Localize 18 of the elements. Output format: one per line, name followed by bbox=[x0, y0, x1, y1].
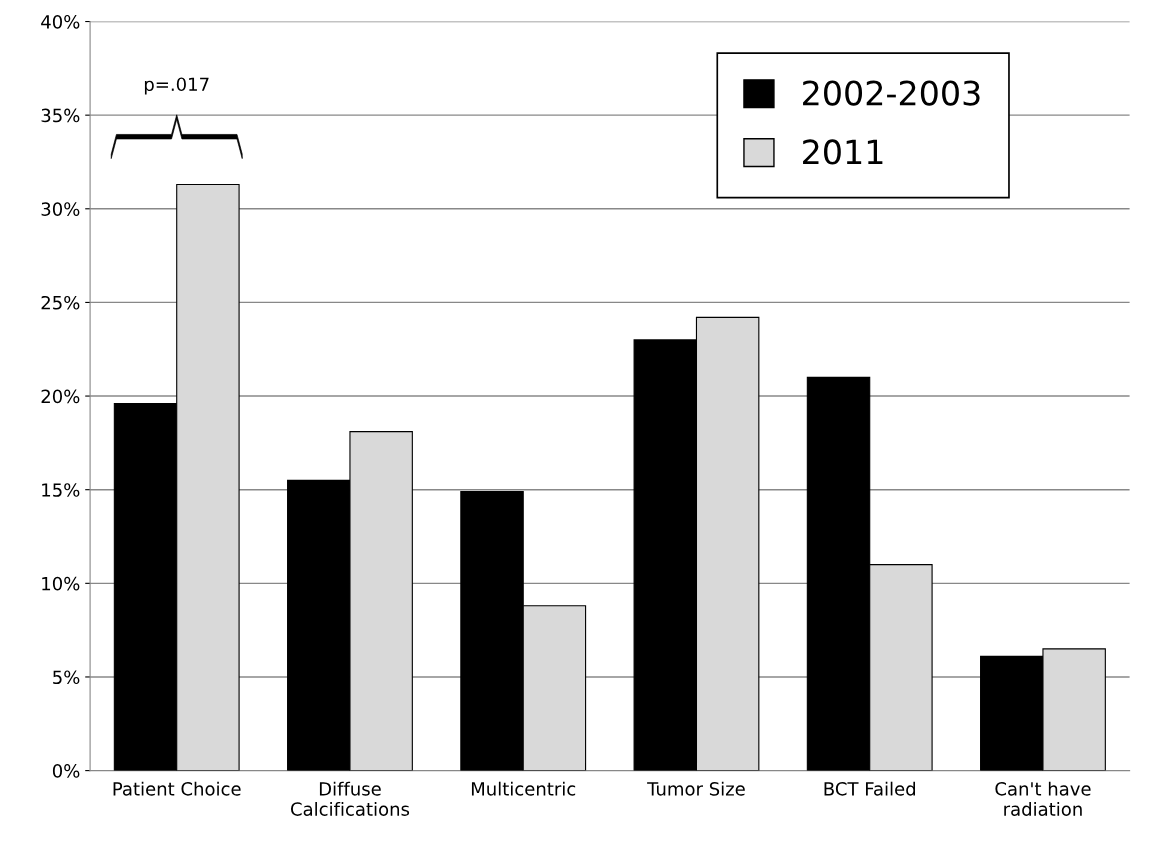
y-tick-label: 0% bbox=[52, 764, 80, 778]
x-tick-label: Diffuse Calcifications bbox=[290, 781, 410, 816]
x-tick-label: Multicentric bbox=[471, 781, 576, 796]
y-tick-label: 25% bbox=[41, 295, 80, 310]
x-tick-label: Tumor Size bbox=[647, 781, 745, 796]
y-tick-label: 20% bbox=[41, 389, 80, 404]
x-tick-label: BCT Failed bbox=[824, 781, 915, 796]
legend-label: 2011 bbox=[803, 139, 883, 165]
y-tick-label: 5% bbox=[53, 670, 80, 685]
y-tick-label: 10% bbox=[42, 576, 80, 591]
y-tick-label: 15% bbox=[42, 483, 80, 497]
y-tick-label: 30% bbox=[41, 202, 80, 216]
x-tick-label: Can't have radiation bbox=[995, 781, 1091, 816]
x-tick-label: Patient Choice bbox=[113, 781, 241, 796]
y-tick-label: 40% bbox=[41, 14, 80, 29]
y-tick-label: 35% bbox=[41, 108, 80, 123]
annotation: p=.017 bbox=[144, 77, 209, 95]
legend-label: 2002-2003 bbox=[803, 80, 980, 106]
